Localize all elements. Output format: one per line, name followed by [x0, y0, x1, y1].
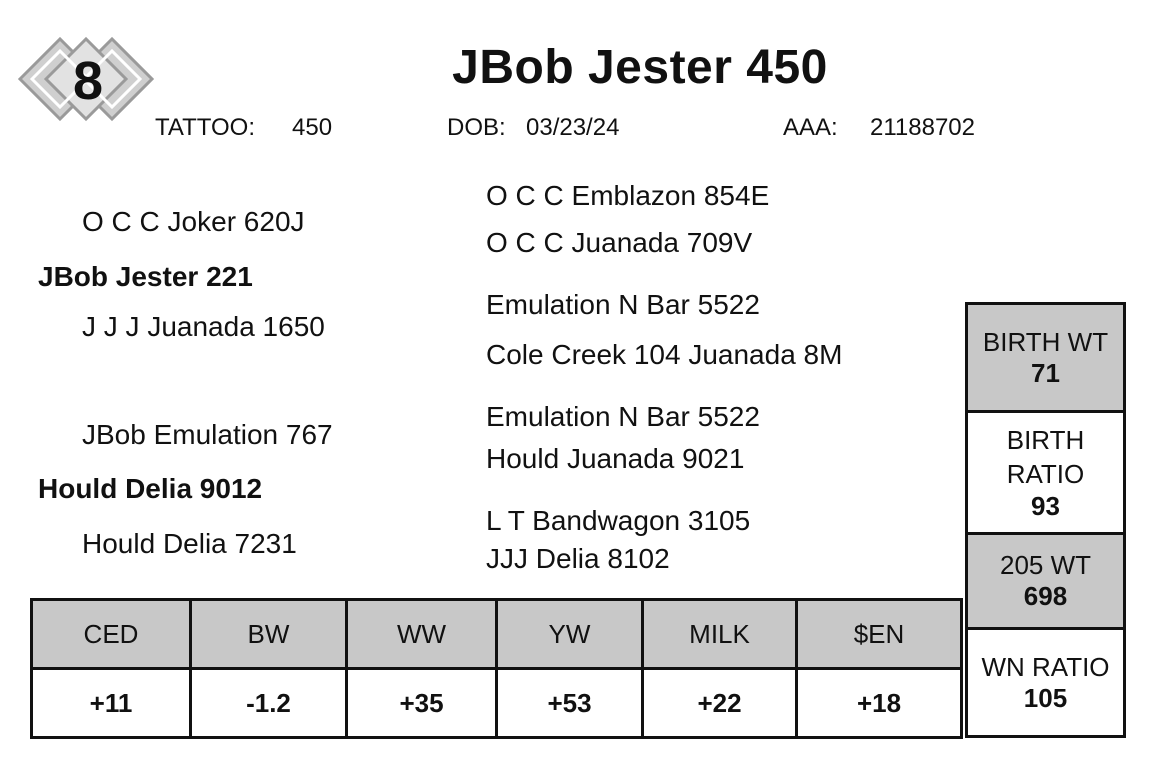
205-wt-box: 205 WT 698 [965, 532, 1126, 627]
stat-value: 105 [1023, 682, 1068, 713]
pedigree-great-grandparent: O C C Emblazon 854E [486, 180, 770, 211]
lot-badge [18, 36, 154, 122]
stat-value: 698 [1023, 581, 1068, 611]
pedigree-parent: JBob Jester 221 [38, 261, 253, 292]
pedigree-great-grandparent: Emulation N Bar 5522 [486, 289, 760, 320]
wn-ratio-box: WN RATIO 105 [965, 627, 1126, 738]
epd-value: +22 [641, 667, 798, 739]
pedigree-great-grandparent: Cole Creek 104 Juanada 8M [486, 339, 843, 370]
pedigree-great-grandparent: Hould Juanada 9021 [486, 443, 745, 474]
stat-label: 205 WT [999, 550, 1092, 580]
aaa-value: 21188702 [870, 114, 975, 141]
pedigree-parent: Hould Delia 9012 [38, 473, 263, 504]
epd-header: BW [189, 598, 348, 670]
epd-value: -1.2 [189, 667, 348, 739]
epd-value: +53 [495, 667, 644, 739]
epd-table: CED BW WW YW MILK $EN +11 -1.2 +35 +53 +22 +18 [30, 598, 963, 739]
epd-header: CED [30, 598, 192, 670]
epd-header: $EN [795, 598, 963, 670]
epd-value: +35 [345, 667, 498, 739]
stat-label: WN RATIO [981, 651, 1110, 682]
pedigree-grandparent: O C C Joker 620J [82, 206, 305, 237]
dob-label: DOB: [447, 114, 506, 141]
tattoo-label: TATTOO: [155, 114, 255, 141]
epd-header: MILK [641, 598, 798, 670]
pedigree-grandparent: J J J Juanada 1650 [82, 311, 325, 342]
pedigree-great-grandparent: JJJ Delia 8102 [486, 543, 670, 574]
aaa-label: AAA: [783, 114, 838, 141]
pedigree-great-grandparent: L T Bandwagon 3105 [486, 505, 751, 536]
pedigree-great-grandparent: O C C Juanada 709V [486, 227, 753, 258]
tattoo-value: 450 [292, 114, 333, 141]
birth-wt-box: BIRTH WT 71 [965, 302, 1126, 410]
stat-label: BIRTH RATIO [1006, 425, 1085, 489]
stat-label: BIRTH WT [982, 326, 1109, 357]
stat-value: 93 [1031, 491, 1060, 521]
birth-ratio-box: BIRTH RATIO 93 [965, 410, 1126, 532]
epd-header: YW [495, 598, 644, 670]
stat-value: 71 [1031, 357, 1060, 388]
epd-value: +11 [30, 667, 192, 739]
epd-value: +18 [795, 667, 963, 739]
pedigree-great-grandparent: Emulation N Bar 5522 [486, 401, 760, 432]
animal-name: JBob Jester 450 [452, 41, 828, 94]
dob-value: 03/23/24 [526, 114, 620, 141]
lot-number: 8 [72, 51, 104, 111]
pedigree-grandparent: Hould Delia 7231 [82, 528, 297, 559]
pedigree-grandparent: JBob Emulation 767 [82, 419, 333, 450]
epd-header: WW [345, 598, 498, 670]
